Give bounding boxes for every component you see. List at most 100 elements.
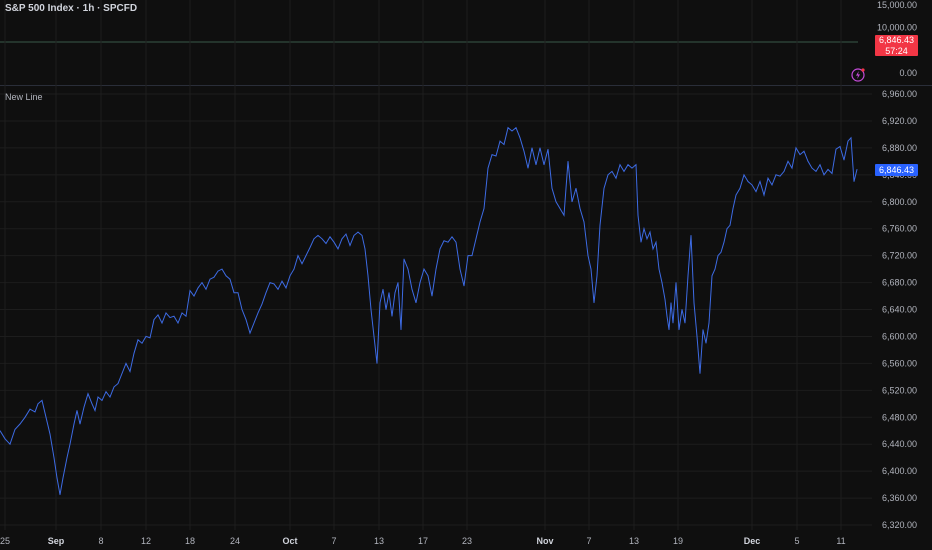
data-point <box>555 201 557 203</box>
data-point <box>587 255 589 257</box>
data-point <box>257 312 259 314</box>
data-point <box>619 164 621 166</box>
data-point <box>853 181 855 182</box>
data-point <box>213 276 215 278</box>
data-point <box>771 184 773 186</box>
data-point <box>133 352 135 354</box>
data-point <box>407 268 409 270</box>
data-point <box>317 235 319 236</box>
data-point <box>527 167 529 169</box>
y-tick-label: 6,680.00 <box>882 278 917 288</box>
data-point <box>726 228 728 230</box>
last-price-badge: 6,846.43 <box>875 164 918 177</box>
y-tick-label: 6,440.00 <box>882 439 917 449</box>
data-point <box>795 147 797 149</box>
x-tick-label: 25 <box>0 536 10 546</box>
data-point <box>495 155 497 157</box>
data-point <box>623 171 625 172</box>
data-point <box>711 275 713 277</box>
data-point <box>714 268 716 270</box>
data-point <box>815 171 817 172</box>
data-point <box>655 241 657 243</box>
data-point <box>751 184 753 186</box>
data-point <box>121 373 123 374</box>
data-point <box>157 314 159 316</box>
upper-tick-label: 10,000.00 <box>877 23 917 33</box>
data-point <box>732 208 734 209</box>
upper-badge-countdown: 57:24 <box>885 45 908 56</box>
data-point <box>596 275 598 277</box>
flash-icon[interactable] <box>851 68 865 82</box>
data-point <box>149 337 151 339</box>
data-point <box>515 127 517 129</box>
data-point <box>664 298 666 300</box>
data-point <box>41 400 43 401</box>
data-point <box>427 275 429 277</box>
data-point <box>237 292 239 294</box>
x-tick-label: 13 <box>629 536 639 546</box>
data-point <box>666 315 668 317</box>
data-point <box>519 137 521 139</box>
data-point <box>349 245 351 246</box>
data-point <box>551 187 553 189</box>
data-point <box>631 167 633 169</box>
upper-pane <box>0 41 932 86</box>
data-point <box>24 416 26 418</box>
y-tick-label: 6,400.00 <box>882 466 917 476</box>
data-point <box>333 241 335 243</box>
data-point <box>321 238 323 240</box>
data-point <box>423 268 425 270</box>
data-point <box>471 255 473 257</box>
data-point <box>197 287 199 289</box>
data-point <box>309 247 311 248</box>
data-point <box>675 282 677 283</box>
data-point <box>487 167 489 169</box>
data-point <box>539 147 541 149</box>
data-point <box>658 268 660 270</box>
data-point <box>289 275 291 277</box>
x-tick-label: 11 <box>836 536 845 546</box>
data-point <box>787 160 789 162</box>
x-tick-label: 8 <box>98 536 103 546</box>
data-point <box>807 160 809 162</box>
data-point <box>83 406 85 408</box>
data-point <box>479 221 481 223</box>
data-point <box>720 251 722 253</box>
data-point <box>678 329 680 331</box>
data-point <box>91 403 93 405</box>
data-point <box>34 411 36 413</box>
data-point <box>775 174 777 176</box>
data-point <box>59 494 61 496</box>
data-point <box>507 127 509 129</box>
y-tick-label: 6,480.00 <box>882 412 917 422</box>
data-point <box>113 386 115 388</box>
data-point <box>273 283 275 285</box>
data-point <box>435 268 437 270</box>
data-point <box>451 236 453 238</box>
data-point <box>137 339 139 341</box>
data-point <box>145 336 147 337</box>
data-point <box>361 235 363 236</box>
data-point <box>87 393 89 395</box>
data-point <box>559 208 561 209</box>
x-axis: 25 Sep 8 12 18 24 Oct 7 13 17 23 Nov 7 13 19 Dec 5 11 <box>0 536 846 546</box>
data-point <box>397 282 399 283</box>
data-point <box>735 194 737 196</box>
data-point <box>475 238 477 240</box>
data-point <box>69 443 71 445</box>
data-point <box>847 140 849 142</box>
data-point <box>543 164 545 166</box>
data-point <box>856 169 858 170</box>
y-tick-label: 6,600.00 <box>882 331 917 341</box>
data-point <box>233 292 235 294</box>
data-point <box>29 408 31 410</box>
data-point <box>567 160 569 162</box>
data-point <box>129 371 131 372</box>
data-point <box>177 322 179 324</box>
y-axis: 6,320.00 6,360.00 6,400.00 6,440.00 6,480.00… <box>882 89 917 530</box>
data-point <box>94 410 96 411</box>
data-point <box>76 410 78 411</box>
data-point <box>241 309 243 310</box>
y-tick-label: 6,360.00 <box>882 493 917 503</box>
